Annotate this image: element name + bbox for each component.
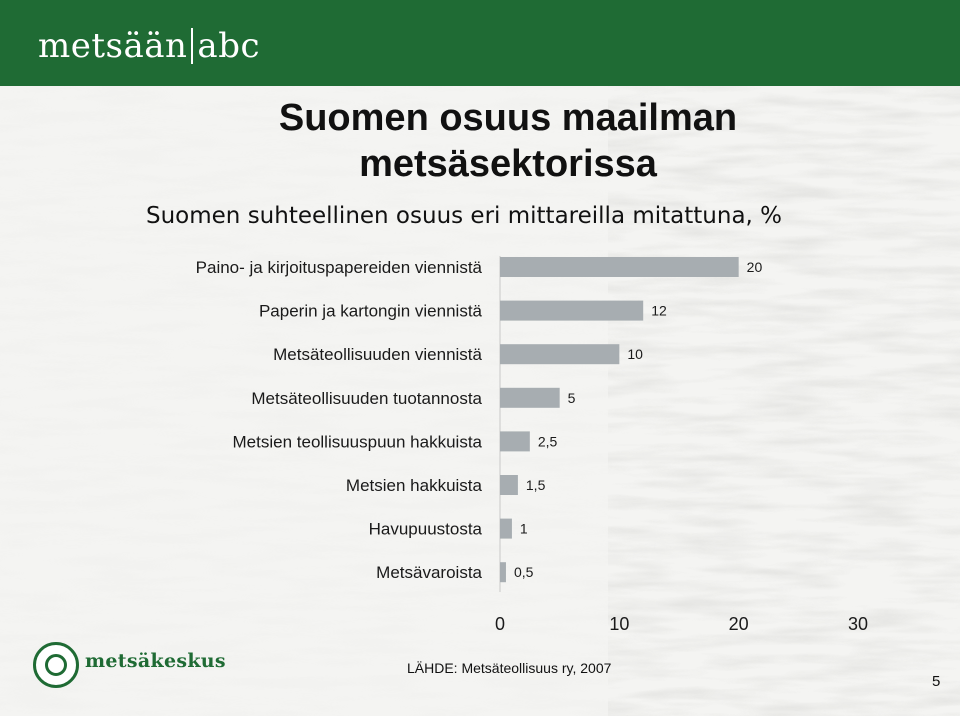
data-label-0: 20: [747, 259, 763, 275]
brand-logo-left: metsään: [38, 26, 188, 66]
brand-logo-separator: [191, 28, 194, 64]
bar-3: [500, 387, 560, 408]
data-label-4: 2,5: [538, 433, 558, 449]
slide-subtitle: Suomen suhteellinen osuus eri mittareill…: [146, 203, 783, 229]
category-label-0: Paino- ja kirjoituspapereiden viennistä: [196, 258, 483, 277]
data-label-7: 0,5: [514, 564, 534, 580]
bar-5: [500, 475, 518, 495]
data-label-1: 12: [651, 303, 667, 319]
x-tick-label-1: 10: [609, 614, 629, 634]
category-label-7: Metsävaroista: [376, 563, 482, 582]
data-label-2: 10: [627, 346, 643, 362]
data-label-6: 1: [520, 521, 528, 537]
data-label-3: 5: [568, 390, 576, 406]
slide-title-line-1: Suomen osuus maailman: [278, 97, 738, 139]
source-note: LÄHDE: Metsäteollisuus ry, 2007: [407, 660, 612, 676]
category-label-6: Havupuustosta: [369, 520, 483, 539]
bar-7: [500, 562, 506, 583]
header-band: metsään abc: [0, 0, 960, 86]
data-label-5: 1,5: [526, 477, 546, 493]
metsakeskus-logo-text: metsäkeskus: [85, 650, 226, 672]
bar-4: [500, 431, 530, 452]
page-number: 5: [932, 673, 941, 690]
bar-2: [500, 344, 620, 365]
slide-title-line-2: metsäsektorissa: [359, 143, 657, 185]
bar-0: [500, 257, 739, 277]
brand-logo: metsään abc: [38, 24, 260, 68]
category-label-2: Metsäteollisuuden viennistä: [273, 345, 482, 364]
category-label-4: Metsien teollisuuspuun hakkuista: [233, 432, 483, 451]
x-tick-label-0: 0: [495, 614, 505, 634]
category-label-3: Metsäteollisuuden tuotannosta: [251, 389, 482, 408]
metsakeskus-ring-icon: [33, 642, 79, 688]
x-tick-label-3: 30: [848, 614, 868, 634]
category-label-5: Metsien hakkuista: [346, 476, 483, 495]
brand-logo-right: abc: [197, 26, 260, 66]
bar-1: [500, 300, 644, 321]
bar-6: [500, 518, 512, 539]
x-tick-label-2: 20: [729, 614, 749, 634]
category-label-1: Paperin ja kartongin viennistä: [259, 302, 483, 321]
